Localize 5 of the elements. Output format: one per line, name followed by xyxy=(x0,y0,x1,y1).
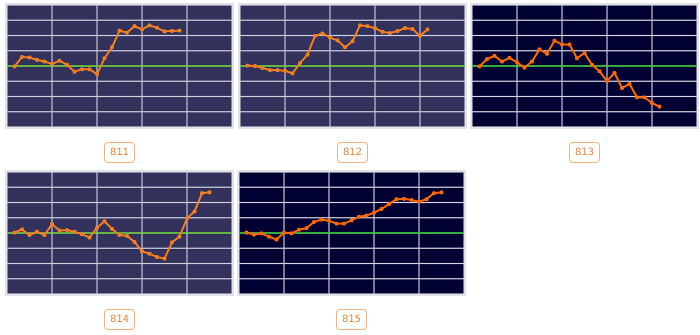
text: 814 xyxy=(104,309,136,330)
text: 811 xyxy=(104,142,136,163)
text: 815 xyxy=(336,309,368,330)
text: 813 xyxy=(568,142,600,163)
text: 812 xyxy=(336,142,368,163)
